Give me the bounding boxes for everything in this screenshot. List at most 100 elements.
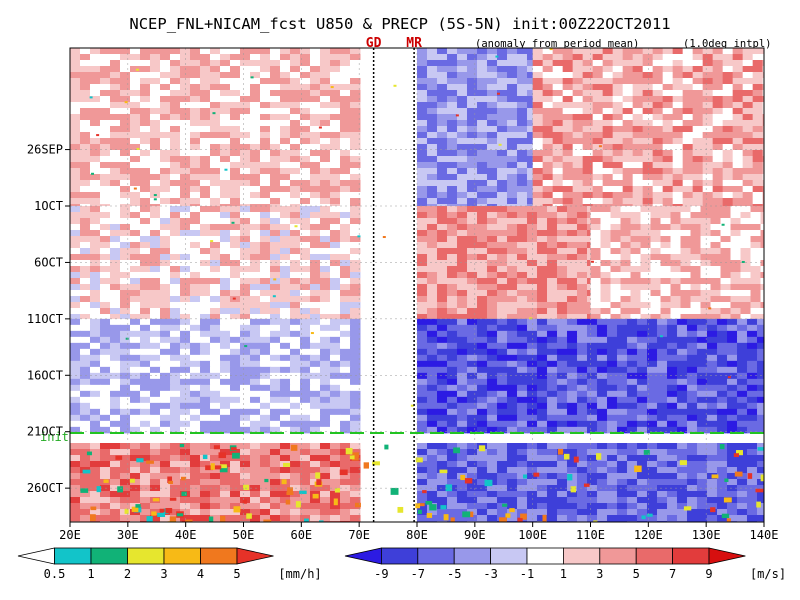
u850-cell bbox=[280, 198, 291, 205]
u850-cell bbox=[160, 308, 171, 315]
u850-cell bbox=[130, 348, 141, 356]
u850-cell bbox=[740, 224, 751, 231]
u850-cell bbox=[230, 132, 241, 139]
u850-cell bbox=[110, 206, 121, 213]
u850-cell bbox=[747, 318, 758, 326]
u850-cell bbox=[680, 308, 691, 315]
u850-cell bbox=[220, 150, 231, 157]
u850-cell bbox=[652, 156, 664, 163]
u850-cell bbox=[320, 186, 331, 193]
u850-cell bbox=[457, 290, 468, 297]
u850-cell bbox=[310, 302, 321, 309]
u850-cell bbox=[527, 96, 538, 103]
u850-cell bbox=[130, 366, 141, 374]
u850-cell bbox=[730, 224, 741, 231]
u850-cell bbox=[697, 390, 708, 398]
u850-cell bbox=[210, 90, 221, 97]
u850-cell bbox=[280, 455, 291, 462]
u850-cell bbox=[527, 186, 538, 193]
u850-cell bbox=[557, 254, 568, 261]
u850-cell bbox=[497, 372, 508, 380]
u850-cell bbox=[487, 278, 498, 285]
u850-cell bbox=[150, 455, 161, 462]
u850-cell bbox=[100, 108, 111, 115]
u850-cell bbox=[497, 90, 508, 97]
u850-cell bbox=[130, 236, 141, 243]
u850-cell bbox=[230, 272, 241, 279]
u850-cell bbox=[437, 90, 448, 97]
u850-cell bbox=[200, 206, 211, 213]
u850-cell bbox=[582, 162, 594, 169]
u850-cell bbox=[300, 324, 311, 332]
u850-cell bbox=[527, 324, 538, 332]
u850-cell bbox=[290, 384, 301, 392]
u850-cell bbox=[670, 206, 681, 213]
u850-cell bbox=[120, 230, 131, 237]
u850-cell bbox=[330, 354, 341, 362]
u850-cell bbox=[590, 272, 601, 279]
u850-cell bbox=[762, 78, 764, 85]
u850-cell bbox=[670, 302, 681, 309]
u850-cell bbox=[670, 290, 681, 297]
u850-cell bbox=[620, 314, 631, 321]
u850-cell bbox=[632, 48, 644, 55]
u850-cell bbox=[110, 449, 121, 456]
u850-cell bbox=[220, 396, 231, 404]
u850-cell bbox=[70, 449, 81, 456]
u850-cell bbox=[647, 342, 658, 350]
u850-cell bbox=[260, 455, 271, 462]
u850-cell bbox=[760, 278, 764, 285]
u850-cell bbox=[80, 426, 91, 434]
u850-cell bbox=[477, 218, 488, 225]
u850-cell bbox=[497, 174, 508, 181]
u850-cell bbox=[417, 318, 428, 326]
u850-cell bbox=[567, 372, 578, 380]
u850-cell bbox=[100, 224, 111, 231]
u850-cell bbox=[110, 126, 121, 133]
u850-cell bbox=[517, 302, 528, 309]
u850-cell bbox=[130, 60, 141, 67]
u850-cell bbox=[437, 324, 448, 332]
u850-cell bbox=[642, 144, 654, 151]
u850-cell bbox=[457, 302, 468, 309]
u850-cell bbox=[757, 408, 764, 416]
u850-cell bbox=[270, 308, 281, 315]
u850-cell bbox=[467, 230, 478, 237]
u850-cell bbox=[567, 236, 578, 243]
u850-cell bbox=[280, 248, 291, 255]
u850-cell bbox=[120, 162, 131, 169]
u850-cell bbox=[300, 372, 311, 380]
u850-cell bbox=[680, 266, 691, 273]
u850-cell bbox=[610, 314, 621, 321]
u850-cell bbox=[260, 278, 271, 285]
u850-cell bbox=[517, 360, 528, 368]
u850-cell bbox=[712, 60, 724, 67]
u850-cell bbox=[220, 473, 231, 480]
u850-cell bbox=[632, 126, 644, 133]
u850-cell bbox=[667, 324, 678, 332]
u850-cell bbox=[537, 378, 548, 386]
u850-cell bbox=[190, 479, 201, 486]
u850-cell bbox=[280, 72, 291, 79]
u850-cell bbox=[340, 156, 351, 163]
u850-cell bbox=[687, 396, 698, 404]
u850-cell bbox=[180, 278, 191, 285]
u850-cell bbox=[120, 302, 131, 309]
u850-cell bbox=[150, 186, 161, 193]
u850-cell bbox=[447, 78, 458, 85]
u850-cell bbox=[547, 218, 558, 225]
u850-cell bbox=[180, 168, 191, 175]
u850-cell bbox=[240, 408, 251, 416]
u850-cell bbox=[120, 308, 131, 315]
u850-cell bbox=[250, 84, 261, 91]
u850-cell bbox=[417, 314, 428, 321]
u850-cell bbox=[130, 378, 141, 386]
u850-cell bbox=[710, 248, 721, 255]
u850-cell bbox=[210, 290, 221, 297]
u850-cell bbox=[457, 390, 468, 398]
u850-cell bbox=[762, 186, 764, 193]
u850-cell bbox=[120, 84, 131, 91]
u850-cell bbox=[130, 396, 141, 404]
u850-cell bbox=[507, 260, 518, 267]
u850-cell bbox=[240, 461, 251, 468]
